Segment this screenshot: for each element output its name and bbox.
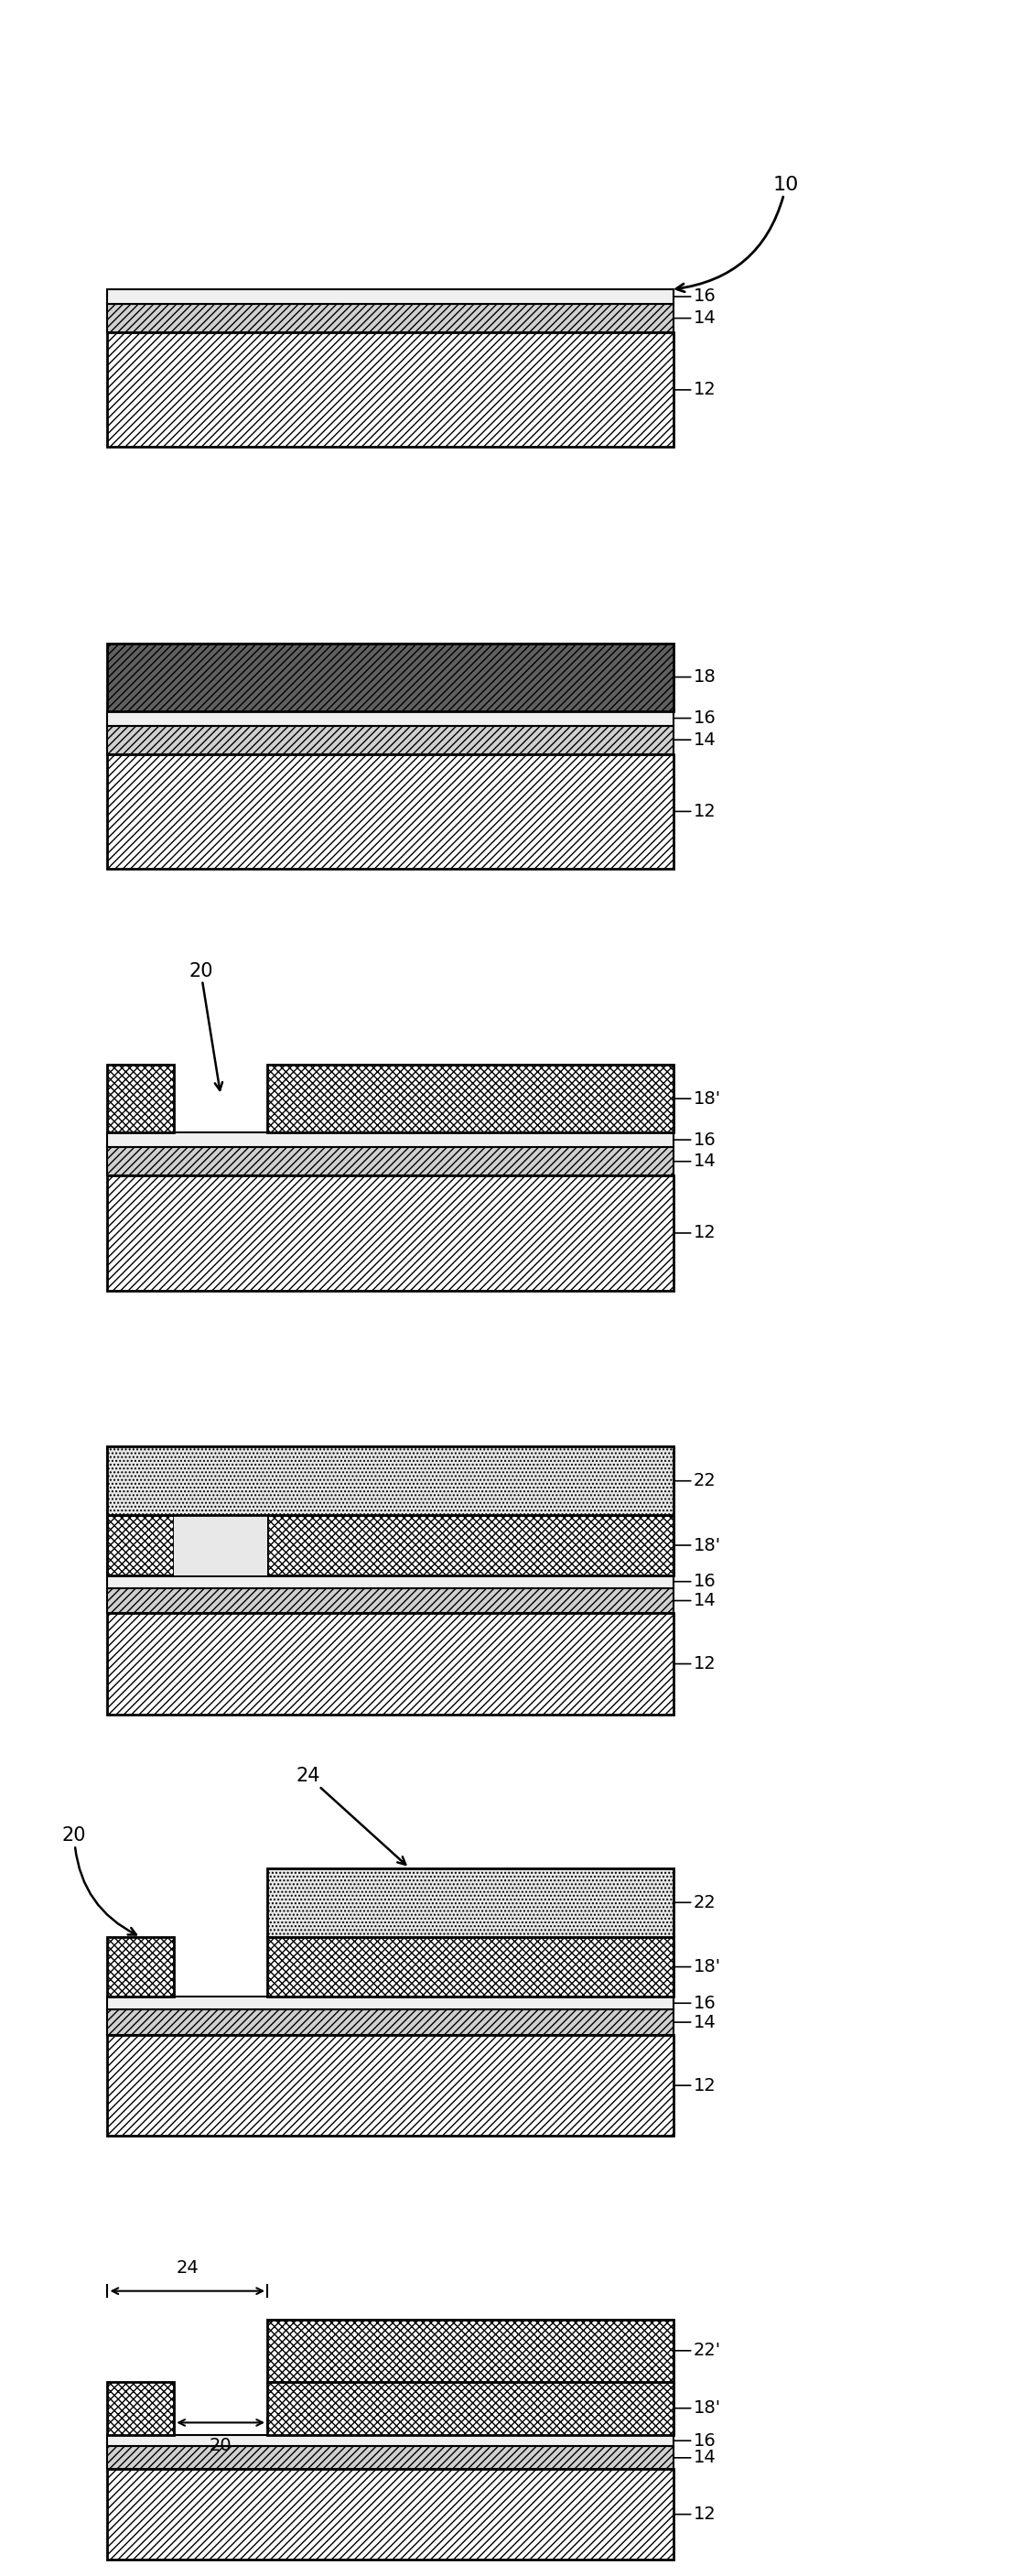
Bar <box>108 644 673 711</box>
Bar <box>267 1937 673 1996</box>
Bar <box>108 1448 673 1515</box>
Bar <box>108 1448 673 1574</box>
Bar <box>108 332 673 448</box>
Bar <box>108 289 673 304</box>
Text: 22: 22 <box>673 1893 716 1911</box>
Text: 14: 14 <box>673 2450 716 2465</box>
Bar <box>108 1613 673 1716</box>
Bar <box>267 2380 673 2434</box>
Bar <box>108 726 673 755</box>
Text: 14: 14 <box>673 309 716 327</box>
Bar <box>108 1175 673 1291</box>
Bar <box>108 1515 174 1574</box>
Bar <box>267 1868 673 1937</box>
Bar <box>108 1133 673 1146</box>
Bar <box>108 2035 673 2136</box>
Text: 12: 12 <box>673 2076 716 2094</box>
Bar <box>174 1515 267 1574</box>
Text: 18': 18' <box>673 2398 721 2416</box>
Bar <box>108 1937 174 1996</box>
Text: 12: 12 <box>673 2506 716 2522</box>
Bar <box>108 2380 174 2434</box>
Bar <box>267 1515 673 1574</box>
Bar <box>108 2468 673 2561</box>
Text: 16: 16 <box>673 1574 716 1589</box>
Bar <box>108 1146 673 1175</box>
Text: 16: 16 <box>673 1994 716 2012</box>
Text: 20: 20 <box>62 1826 136 1935</box>
Bar <box>108 755 673 868</box>
Text: 10: 10 <box>676 175 799 291</box>
Text: 12: 12 <box>673 1224 716 1242</box>
Text: 12: 12 <box>673 381 716 399</box>
Text: 16: 16 <box>673 1131 716 1149</box>
Text: 24: 24 <box>176 2259 199 2277</box>
Text: 18': 18' <box>673 1958 721 1976</box>
Bar <box>267 2321 673 2380</box>
Bar <box>108 2009 673 2035</box>
Text: 22: 22 <box>673 1473 716 1489</box>
Bar <box>108 2447 673 2468</box>
Text: 18': 18' <box>673 1090 721 1108</box>
Bar <box>108 2434 673 2447</box>
Bar <box>108 711 673 726</box>
Text: 14: 14 <box>673 2014 716 2030</box>
Text: 22': 22' <box>673 2342 721 2360</box>
Text: 14: 14 <box>673 1151 716 1170</box>
Text: 20: 20 <box>209 2437 232 2455</box>
Bar <box>267 1064 673 1133</box>
Text: 16: 16 <box>673 2432 716 2450</box>
Text: 20: 20 <box>188 961 222 1090</box>
Text: 16: 16 <box>673 708 716 726</box>
Bar <box>108 1996 673 2009</box>
Bar <box>108 1574 673 1587</box>
Text: 14: 14 <box>673 1592 716 1610</box>
Text: 14: 14 <box>673 732 716 750</box>
Text: 16: 16 <box>673 289 716 307</box>
Text: 18': 18' <box>673 1535 721 1553</box>
Bar <box>108 304 673 332</box>
Text: 18: 18 <box>673 667 716 685</box>
Bar <box>108 1064 174 1133</box>
Text: 12: 12 <box>673 804 716 819</box>
Text: 24: 24 <box>296 1767 406 1865</box>
Text: 12: 12 <box>673 1656 716 1672</box>
Bar <box>108 1587 673 1613</box>
